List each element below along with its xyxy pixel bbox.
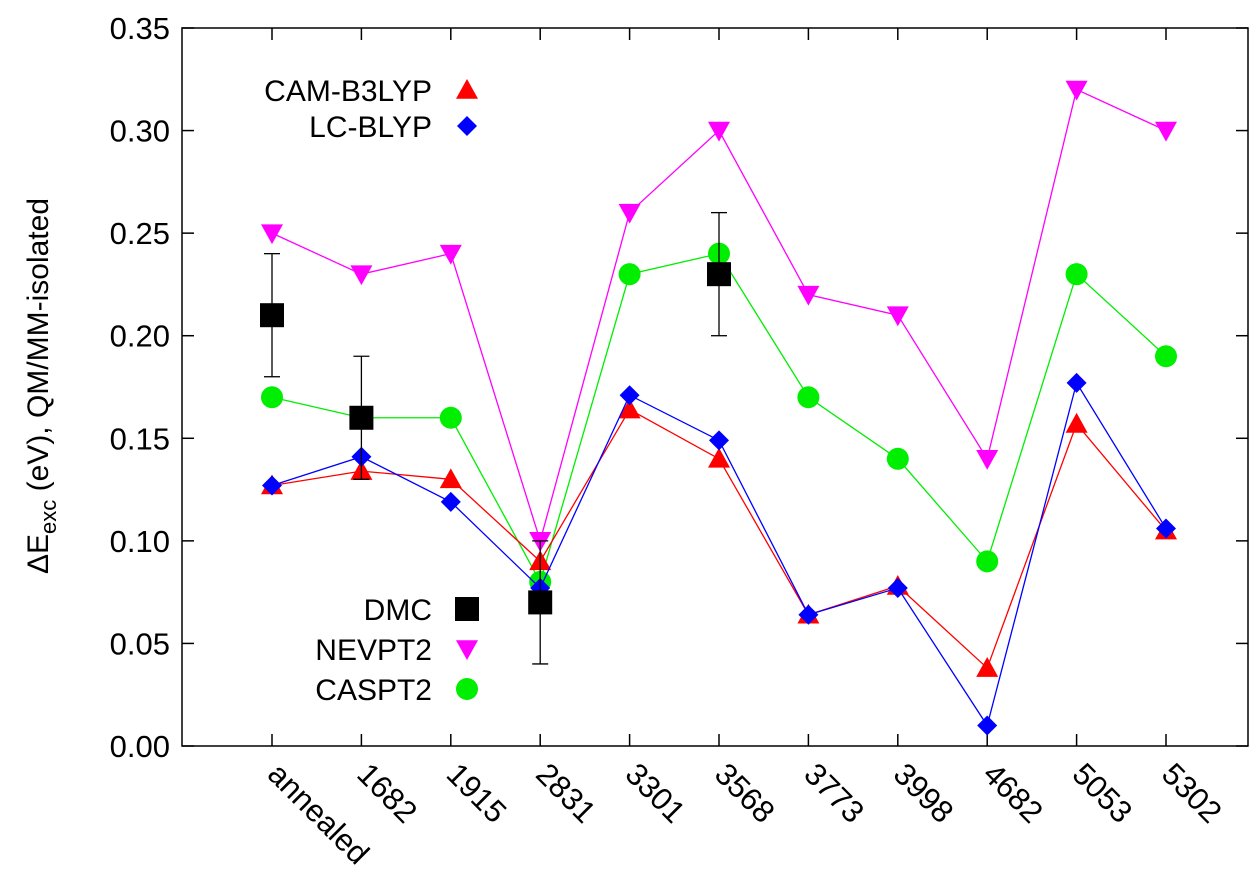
y-tick-label: 0.10 [110,524,170,559]
data-point [797,285,820,306]
x-tick-label: 2831 [529,756,603,830]
x-tick-label: 5053 [1066,756,1140,830]
x-tick-label: 1682 [350,756,424,830]
y-tick-label: 0.35 [110,11,170,46]
legend-label: NEVPT2 [315,634,432,667]
x-tick-label: 3568 [708,756,782,830]
x-tick-label: 5302 [1155,756,1229,830]
legend-label: LC-BLYP [309,111,432,144]
y-tick-label: 0.30 [110,114,170,149]
series-dmc [260,211,731,665]
data-point [618,203,641,224]
plot-frame [181,27,1249,747]
x-tick-label: 3773 [797,756,871,830]
data-point [976,657,999,677]
data-point [1156,518,1176,539]
series-layer [260,80,1177,736]
data-point [261,386,283,409]
data-point [977,715,998,736]
x-tick-label: 3998 [887,756,961,830]
data-point [1065,263,1088,286]
legend-label: CAM-B3LYP [264,75,432,108]
data-point [886,447,909,470]
data-point [708,447,730,468]
data-point [1155,345,1177,368]
data-point [709,430,729,451]
plot-axes: 0.000.050.100.150.200.250.300.35annealed… [110,11,1249,871]
data-point [439,244,462,265]
y-tick-label: 0.00 [110,729,170,764]
data-point [886,306,909,327]
data-point [440,491,461,512]
data-point [887,578,908,599]
y-tick-label: 0.05 [110,626,170,661]
data-point [707,262,731,287]
y-axis-label-main: ΔE [22,534,55,574]
series-nevpt2 [261,80,1177,552]
legend-marker [456,678,478,700]
data-point [1155,121,1177,142]
x-tick-label: 3301 [619,756,693,830]
y-tick-label: 0.15 [110,421,170,456]
legend-label: CASPT2 [315,674,432,707]
data-point [262,475,282,496]
legend-marker [457,116,477,136]
x-tick-label: 1915 [440,756,514,830]
data-point [528,590,553,615]
data-point [1065,412,1088,433]
data-point [618,263,641,286]
legend-marker [455,597,479,621]
data-point [1065,80,1088,101]
legend-marker [456,79,478,99]
legend-marker [456,640,478,660]
y-axis-label-subscript: exc [36,500,61,534]
data-point [618,398,641,419]
data-point [349,405,374,430]
series-cam-b3lyp [261,398,1177,677]
data-point [1066,372,1087,393]
data-point [798,604,819,625]
x-tick-label: 4682 [976,756,1050,830]
data-point [976,550,999,573]
data-point [708,121,730,142]
data-point [350,265,373,286]
data-point [439,468,462,489]
data-point [619,385,640,406]
data-point [797,386,820,409]
y-axis-label-rest: (eV), QM/MM-isolated [22,198,55,500]
data-point [260,303,284,328]
data-point [261,224,283,245]
y-tick-label: 0.20 [110,319,170,354]
y-tick-label: 0.25 [110,216,170,251]
y-axis-label: ΔEexc (eV), QM/MM-isolated [22,198,61,574]
legend-label: DMC [364,594,432,627]
data-point [976,450,999,470]
data-point [439,406,462,429]
